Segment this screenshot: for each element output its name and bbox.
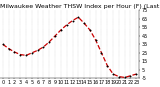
Text: Milwaukee Weather THSW Index per Hour (F) (Last 24 Hours): Milwaukee Weather THSW Index per Hour (F… [0, 4, 160, 9]
